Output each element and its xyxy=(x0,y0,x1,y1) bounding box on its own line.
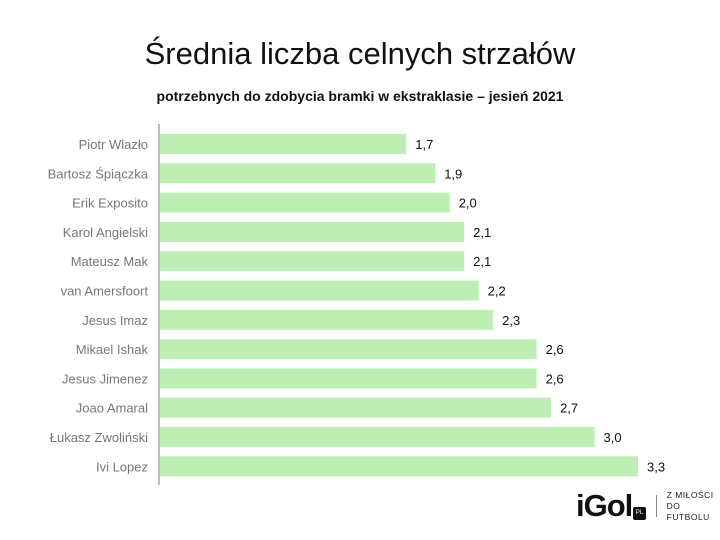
category-label: Erik Exposito xyxy=(72,196,148,211)
category-label: Jesus Imaz xyxy=(82,313,148,328)
category-label: Ivi Lopez xyxy=(96,459,148,474)
data-label: 2,6 xyxy=(546,371,564,386)
category-label: van Amersfoort xyxy=(61,284,149,299)
category-label: Łukasz Zwoliński xyxy=(50,430,148,445)
data-label: 1,7 xyxy=(415,137,433,152)
category-label: Mateusz Mak xyxy=(71,254,149,269)
bar xyxy=(160,134,407,154)
bar xyxy=(160,163,436,184)
category-label: Joao Amaral xyxy=(76,401,148,416)
category-label: Karol Angielski xyxy=(63,225,148,240)
logo-wordmark: iGol xyxy=(576,488,633,523)
igol-logo: iGol PL Z MIŁOŚCI DO FUTBOLU xyxy=(576,488,720,524)
bar xyxy=(160,456,638,477)
data-label: 3,0 xyxy=(604,430,622,445)
bar xyxy=(160,368,537,389)
category-label: Jesus Jimenez xyxy=(62,371,148,386)
bar xyxy=(160,397,552,418)
bar xyxy=(160,221,465,242)
bar xyxy=(160,280,479,301)
bar xyxy=(160,309,494,330)
category-label: Bartosz Śpiączka xyxy=(48,166,149,181)
data-label: 2,6 xyxy=(546,342,564,357)
bar xyxy=(160,427,595,447)
logo-badge: PL xyxy=(633,506,646,520)
chart-subtitle: potrzebnych do zdobycia bramki w ekstrak… xyxy=(156,88,564,104)
data-label: 2,1 xyxy=(473,225,491,240)
data-label: 2,3 xyxy=(502,313,520,328)
bar xyxy=(160,339,537,360)
logo-tagline: Z MIŁOŚCI DO FUTBOLU xyxy=(666,489,714,522)
category-label: Mikael Ishak xyxy=(76,342,149,357)
data-label: 2,2 xyxy=(488,284,506,299)
data-label: 3,3 xyxy=(647,459,665,474)
data-label: 2,7 xyxy=(560,401,578,416)
category-label: Piotr Wlazło xyxy=(79,137,148,152)
data-label: 1,9 xyxy=(444,166,462,181)
chart-title: Średnia liczba celnych strzałów xyxy=(144,36,576,71)
bar xyxy=(160,192,450,213)
logo-divider xyxy=(655,495,657,517)
bar xyxy=(160,251,465,272)
data-label: 2,1 xyxy=(473,254,491,269)
data-label: 2,0 xyxy=(459,196,477,211)
